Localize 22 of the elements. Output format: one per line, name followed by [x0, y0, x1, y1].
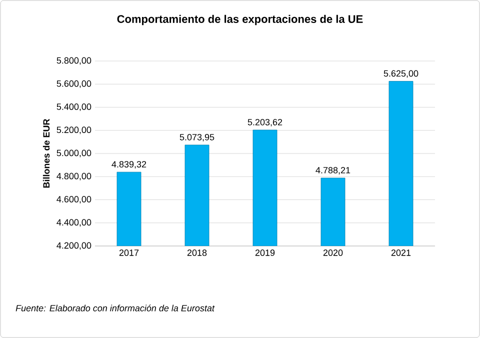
chart-title: Comportamiento de las exportaciones de la UE — [117, 14, 363, 26]
x-tick-label: 2021 — [391, 250, 411, 256]
data-label: 4.788,21 — [316, 167, 350, 174]
y-tick-label: 4.400,00 — [56, 219, 92, 227]
data-label: 5.073,95 — [180, 134, 214, 142]
y-tick-label: 4.200,00 — [56, 242, 92, 250]
y-axis-title: Billones de EUR — [42, 118, 50, 188]
y-tick-label: 5.400,00 — [56, 104, 92, 111]
x-tick-label: 2019 — [255, 250, 275, 256]
y-tick-label: 4.600,00 — [56, 196, 92, 204]
y-tick-label: 5.000,00 — [56, 150, 92, 158]
x-tick-label: 2020 — [323, 250, 343, 256]
data-label: 4.839,32 — [112, 161, 146, 169]
data-label: 5.625,00 — [384, 70, 418, 78]
y-tick-label: 5.200,00 — [56, 126, 92, 134]
x-tick-label: 2018 — [187, 250, 207, 256]
x-tick-label: 2017 — [119, 250, 139, 256]
y-tick-label: 5.600,00 — [56, 80, 92, 88]
data-label: 5.203,62 — [248, 118, 282, 126]
y-tick-label: 5.800,00 — [56, 57, 92, 65]
source-note: Fuente: Elaborado con información de la Eurostat — [16, 304, 215, 312]
y-tick-label: 4.800,00 — [56, 172, 92, 180]
